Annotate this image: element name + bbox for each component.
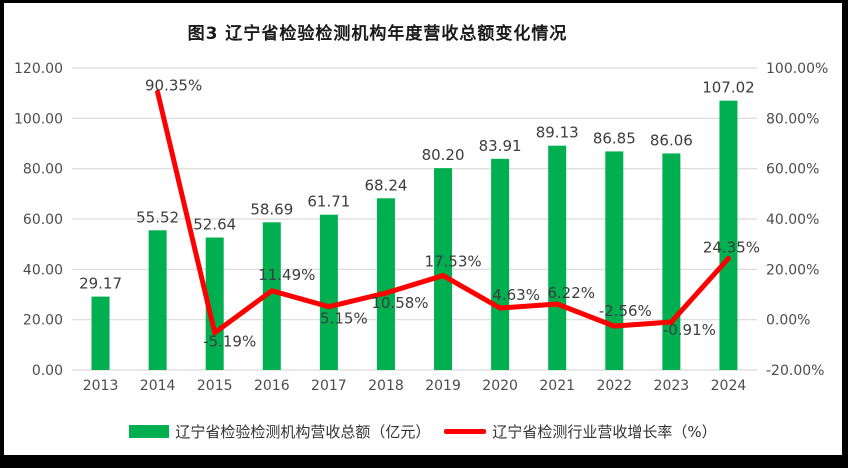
svg-text:86.85: 86.85 xyxy=(593,129,636,147)
svg-text:2020: 2020 xyxy=(482,378,518,394)
svg-text:2014: 2014 xyxy=(140,378,176,394)
line-series-swatch-icon xyxy=(444,428,487,434)
legend-item-line-series: 辽宁省检测行业营收增长率（%） xyxy=(444,421,717,442)
svg-text:90.35%: 90.35% xyxy=(145,76,202,94)
legend-label-bar-series: 辽宁省检验检测机构营收总额（亿元） xyxy=(175,422,431,441)
svg-text:107.02: 107.02 xyxy=(702,79,755,97)
svg-text:10.58%: 10.58% xyxy=(371,294,428,312)
svg-text:120.00: 120.00 xyxy=(14,61,63,77)
svg-text:100.00%: 100.00% xyxy=(766,61,828,77)
legend-label-line-series: 辽宁省检测行业营收增长率（%） xyxy=(492,422,717,441)
svg-text:2013: 2013 xyxy=(83,378,119,394)
svg-text:2018: 2018 xyxy=(368,378,404,394)
svg-text:5.15%: 5.15% xyxy=(320,310,368,328)
svg-text:2019: 2019 xyxy=(425,378,461,394)
chart-title: 图3 辽宁省检验检测机构年度营收总额变化情况 xyxy=(187,24,568,44)
svg-text:100.00: 100.00 xyxy=(14,111,63,127)
svg-text:2021: 2021 xyxy=(539,378,575,394)
svg-text:55.52: 55.52 xyxy=(136,208,179,226)
svg-text:6.22%: 6.22% xyxy=(547,284,595,302)
svg-text:2024: 2024 xyxy=(711,378,747,394)
svg-text:80.00%: 80.00% xyxy=(766,111,819,127)
svg-text:-0.91%: -0.91% xyxy=(663,321,716,339)
svg-text:0.00: 0.00 xyxy=(32,363,63,379)
svg-text:61.71: 61.71 xyxy=(307,193,350,211)
chart-svg: 0.00 -20.00% 20.00 0.00% 40.00 20.00% 60.00 40.… xyxy=(14,61,828,394)
svg-text:40.00%: 40.00% xyxy=(766,212,819,228)
svg-text:-2.56%: -2.56% xyxy=(599,302,652,320)
legend-item-bar-series: 辽宁省检验检测机构营收总额（亿元） xyxy=(129,421,430,442)
svg-text:58.69: 58.69 xyxy=(250,200,293,218)
svg-text:60.00%: 60.00% xyxy=(766,162,819,178)
svg-text:0.00%: 0.00% xyxy=(766,313,810,329)
svg-text:68.24: 68.24 xyxy=(364,176,407,194)
svg-text:89.13: 89.13 xyxy=(536,124,579,142)
svg-text:2017: 2017 xyxy=(311,378,347,394)
svg-text:80.20: 80.20 xyxy=(422,146,465,164)
svg-text:2015: 2015 xyxy=(197,378,233,394)
svg-text:20.00%: 20.00% xyxy=(766,262,819,278)
svg-text:2016: 2016 xyxy=(254,378,290,394)
svg-text:80.00: 80.00 xyxy=(23,162,63,178)
svg-text:86.06: 86.06 xyxy=(650,131,693,149)
bar-series-swatch-icon xyxy=(129,424,170,438)
svg-text:2022: 2022 xyxy=(596,378,632,394)
svg-text:40.00: 40.00 xyxy=(23,262,63,278)
chart-legend: 辽宁省检验检测机构营收总额（亿元） 辽宁省检测行业营收增长率（%） xyxy=(4,416,842,446)
svg-text:17.53%: 17.53% xyxy=(424,253,481,271)
svg-text:24.35%: 24.35% xyxy=(703,238,760,256)
svg-text:52.64: 52.64 xyxy=(193,216,236,234)
svg-text:2023: 2023 xyxy=(654,378,690,394)
svg-text:-20.00%: -20.00% xyxy=(766,363,824,379)
svg-text:29.17: 29.17 xyxy=(79,275,122,293)
svg-text:-5.19%: -5.19% xyxy=(203,333,256,351)
svg-text:60.00: 60.00 xyxy=(23,212,63,228)
svg-text:11.49%: 11.49% xyxy=(258,266,315,284)
svg-text:4.63%: 4.63% xyxy=(492,286,540,304)
svg-text:83.91: 83.91 xyxy=(479,137,522,155)
svg-text:20.00: 20.00 xyxy=(23,313,63,329)
chart-canvas: 0.00 -20.00% 20.00 0.00% 40.00 20.00% 60.00 40.… xyxy=(4,3,842,455)
